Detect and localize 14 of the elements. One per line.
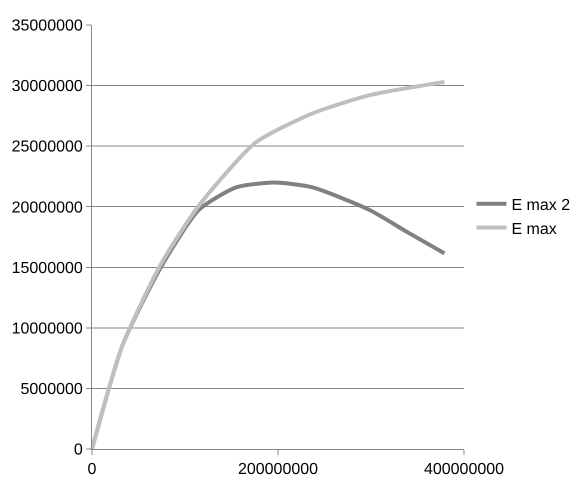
y-tick-label: 30000000 [12,78,83,96]
y-tick-label: 0 [74,442,83,459]
x-tick-label: 200000000 [238,461,318,478]
line-series [92,80,446,449]
legend-label: E max 2 [511,196,570,214]
x-tick-label: 400000000 [424,461,504,478]
y-tick-label: 35000000 [12,18,83,35]
y-tick-label: 15000000 [12,260,83,277]
y-tick-label: 20000000 [12,199,83,216]
x-tick-label: 0 [88,461,97,478]
legend-label: E max [511,220,557,238]
y-tick-label: 10000000 [12,320,83,338]
y-tick-label: 5000000 [20,381,83,398]
y-tick-label: 25000000 [12,138,83,156]
